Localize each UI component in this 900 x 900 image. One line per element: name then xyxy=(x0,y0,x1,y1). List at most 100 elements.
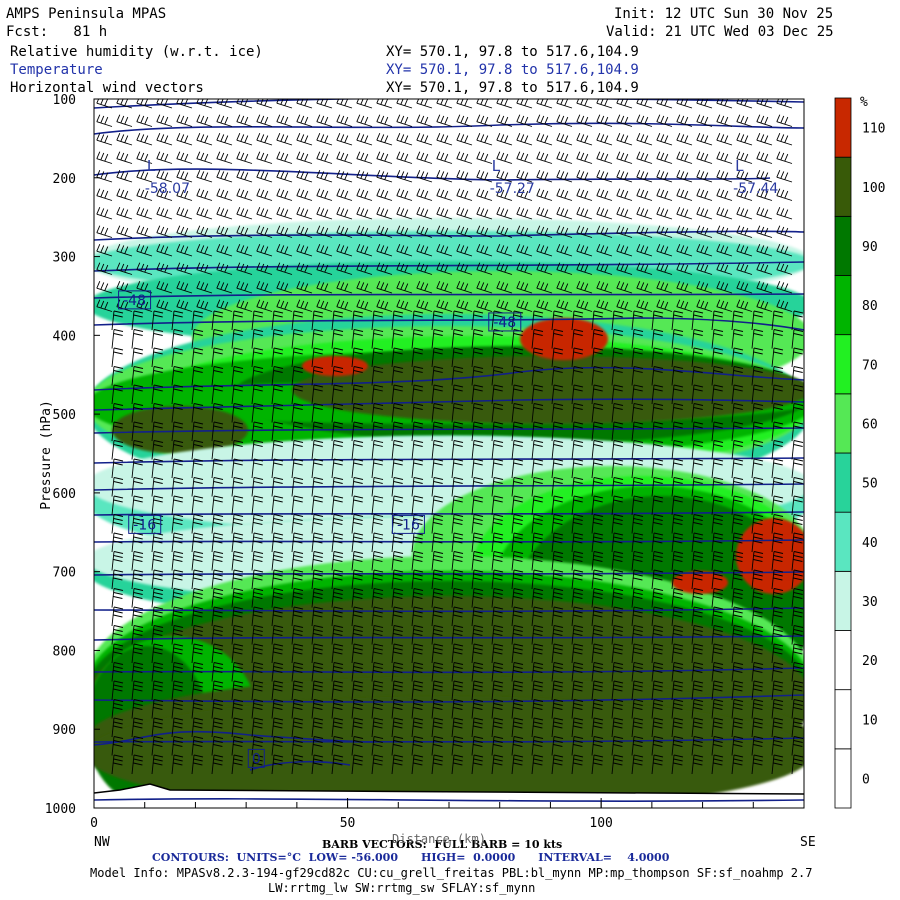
wind-barb-847 xyxy=(251,532,264,553)
wind-barb-1138 xyxy=(471,680,484,701)
wind-barb-614 xyxy=(491,403,504,423)
wind-barb-995 xyxy=(411,606,424,627)
wind-barb-900 xyxy=(611,551,624,571)
wind-barb-983 xyxy=(171,606,184,627)
wind-barb-262 xyxy=(436,225,453,238)
wind-barb-400 xyxy=(396,299,413,312)
wind-barb-1169 xyxy=(391,699,404,719)
wind-barb-1174 xyxy=(491,699,504,719)
wind-barb-135 xyxy=(696,151,713,164)
wind-barb-1093 xyxy=(271,662,284,682)
wind-barb-423 xyxy=(171,310,184,331)
rh-blob-29 xyxy=(672,571,728,594)
colorbar-swatch-0 xyxy=(834,748,852,809)
wind-barb-199 xyxy=(576,188,593,201)
wind-barb-743 xyxy=(271,477,284,497)
wind-barb-697 xyxy=(751,440,764,460)
wind-barb-479 xyxy=(591,329,604,349)
wind-barb-234 xyxy=(576,207,593,220)
wind-barb-967 xyxy=(551,588,564,608)
wind-barb-770 xyxy=(111,495,124,516)
wind-barb-164 xyxy=(576,170,593,183)
wind-barb-219 xyxy=(276,207,293,220)
wind-barb-575 xyxy=(411,384,424,405)
wind-barb-1278 xyxy=(471,754,484,775)
wind-barb-86 xyxy=(416,133,433,146)
temp-contour-13 xyxy=(94,539,804,543)
colorbar-label-6: 60 xyxy=(862,417,878,432)
wind-barb-1199 xyxy=(291,717,304,738)
wind-barb-254 xyxy=(276,225,293,238)
wind-barb-1255 xyxy=(711,736,724,756)
wind-barb-1101 xyxy=(431,662,444,682)
wind-barb-267 xyxy=(536,225,553,238)
wind-barb-266 xyxy=(516,225,533,238)
colorbar-label-1: 10 xyxy=(862,713,878,728)
wind-barb-358 xyxy=(256,281,273,294)
wind-barb-645 xyxy=(411,421,424,442)
wind-barb-312 xyxy=(736,244,753,257)
wind-barb-917 xyxy=(251,569,264,590)
wind-barb-880 xyxy=(211,551,224,571)
wind-barb-1212 xyxy=(551,717,564,738)
wind-barb-1054 xyxy=(191,643,204,664)
init-time: Init: 12 UTC Sun 30 Nov 25 xyxy=(614,6,834,22)
wind-barb-856 xyxy=(431,532,444,553)
wind-barb-565 xyxy=(211,384,224,405)
wind-barb-1149 xyxy=(691,680,704,701)
wind-barb-401 xyxy=(416,299,433,312)
wind-barb-1142 xyxy=(551,680,564,701)
wind-barb-941 xyxy=(731,569,744,590)
wind-barb-1008 xyxy=(671,606,684,627)
wind-barb-47 xyxy=(336,114,353,127)
wind-barb-1193 xyxy=(171,717,184,738)
wind-barb-978 xyxy=(771,588,784,608)
wind-barb-411 xyxy=(616,299,633,312)
wind-barb-898 xyxy=(571,551,584,571)
wind-barb-392 xyxy=(236,299,253,312)
wind-barb-1098 xyxy=(371,662,384,682)
wind-barb-1246 xyxy=(531,736,544,756)
wind-barb-950 xyxy=(211,588,224,608)
wind-barb-290 xyxy=(296,244,313,257)
wind-barb-1141 xyxy=(531,680,544,701)
wind-barb-337 xyxy=(536,262,553,275)
wind-barb-606 xyxy=(331,403,344,423)
wind-barb-871 xyxy=(731,532,744,553)
wind-barb-28 xyxy=(656,99,673,109)
wind-barb-688 xyxy=(571,440,584,460)
wind-barb-925 xyxy=(411,569,424,590)
wind-barb-835 xyxy=(711,514,724,534)
wind-barb-612 xyxy=(451,403,464,423)
wind-barb-605 xyxy=(311,403,324,423)
wind-barb-618 xyxy=(571,403,584,423)
wind-barb-882 xyxy=(251,551,264,571)
wind-barb-734 xyxy=(791,458,804,479)
wind-barb-425 xyxy=(211,310,224,331)
wind-barb-600 xyxy=(211,403,224,423)
wind-barb-832 xyxy=(651,514,664,534)
xy-wind: XY= 570.1, 97.8 to 517.6,104.9 xyxy=(386,80,639,96)
wind-barb-573 xyxy=(371,384,384,405)
wind-barb-990 xyxy=(311,606,324,627)
wind-barb-992 xyxy=(351,606,364,627)
wind-barb-549 xyxy=(591,366,604,386)
wind-barb-1233 xyxy=(271,736,284,756)
wind-barb-701 xyxy=(131,458,144,479)
wind-barb-524 xyxy=(791,347,804,368)
wind-barb-68 xyxy=(756,114,773,127)
wind-barb-1171 xyxy=(431,699,444,719)
wind-barb-39 xyxy=(176,114,193,127)
wind-barb-166 xyxy=(616,170,633,183)
wind-barb-124 xyxy=(476,151,493,164)
wind-barb-384 xyxy=(776,281,793,294)
wind-barb-323 xyxy=(256,262,273,275)
wind-barb-574 xyxy=(391,384,404,405)
wind-barb-547 xyxy=(551,366,564,386)
wind-barb-46 xyxy=(316,114,333,127)
wind-barb-545 xyxy=(511,366,524,386)
wind-barb-563 xyxy=(171,384,184,405)
colorbar-swatch-4 xyxy=(834,511,852,572)
wind-barb-548 xyxy=(571,366,584,386)
wind-barb-621 xyxy=(631,403,644,423)
